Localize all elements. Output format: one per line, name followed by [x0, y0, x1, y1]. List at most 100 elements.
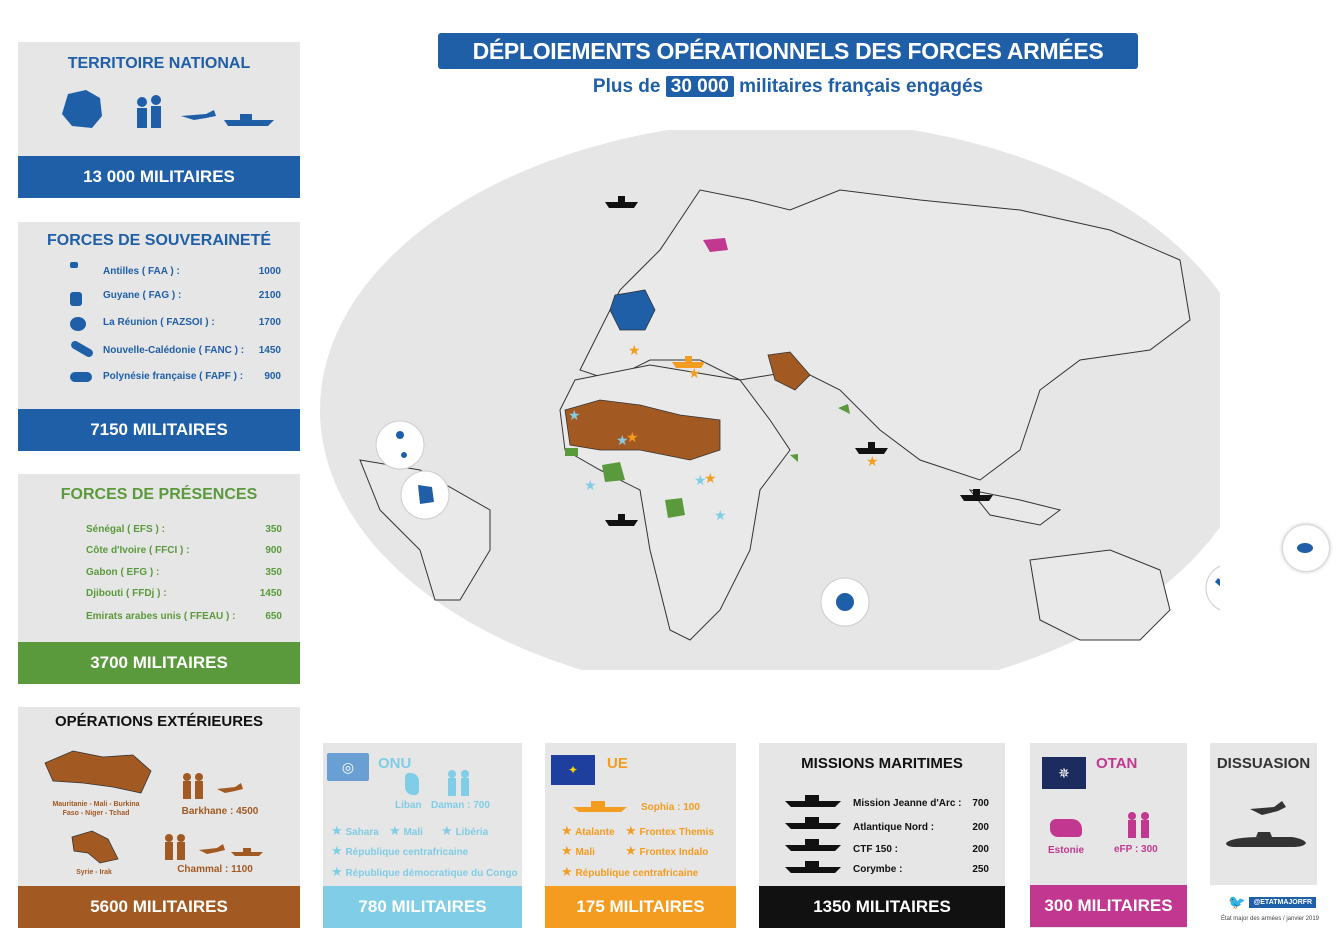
sahel-opex-zone — [564, 399, 721, 461]
nato-flag-icon: ✵ — [1042, 757, 1086, 789]
presences-row: Côte d'Ivoire ( FFCI ) :900 — [86, 545, 282, 556]
maritime-row: Mission Jeanne d'Arc :700 — [853, 798, 989, 809]
reunion-icon — [70, 317, 86, 331]
guyane-icon — [70, 292, 82, 306]
territoire-icons — [62, 90, 274, 128]
souverainete-panel: FORCES DE SOUVERAINETÉ Antilles ( FAA ) … — [18, 222, 300, 451]
subtitle-highlight: 30 000 — [665, 76, 734, 97]
sophia-label: Sophia : 100 — [641, 802, 700, 813]
onu-total: 780 MILITAIRES — [323, 886, 522, 928]
antilles-bubble — [375, 420, 425, 470]
efp-soldiers-icon — [1128, 812, 1149, 838]
caledonie-bubble — [1205, 565, 1220, 611]
onu-title: ONU — [378, 755, 412, 772]
ue-panel: ✦ UE Sophia : 100 ★ Atalante ★ Frontex T… — [545, 743, 736, 928]
daman-soldiers-icon — [448, 770, 469, 796]
frigate-icon — [224, 114, 274, 126]
credit-text: État major des armées / janvier 2019 — [1220, 916, 1320, 922]
souverainete-title: FORCES DE SOUVERAINETÉ — [46, 232, 272, 249]
ue-mission: ★ Mali — [561, 843, 595, 858]
eurasia-landmass — [579, 189, 1191, 481]
estonie-label: Estonie — [1048, 845, 1085, 856]
jet-icon — [181, 110, 216, 120]
souverainete-row: La Réunion ( FAZSOI ) :1700 — [103, 317, 281, 328]
ue-star-rca: ★ — [704, 471, 717, 487]
rafale-jet-icon — [1250, 801, 1286, 815]
estonia-map-icon — [1050, 819, 1082, 837]
ue-star-mali: ★ — [626, 430, 639, 446]
opex-total: 5600 MILITAIRES — [18, 886, 300, 928]
estonia-country — [703, 238, 728, 252]
maritime-total: 1350 MILITAIRES — [759, 886, 1005, 928]
souverainete-total: 7150 MILITAIRES — [18, 409, 300, 451]
page-subtitle: Plus de 30 000 militaires français engag… — [438, 76, 1138, 98]
presences-panel: FORCES DE PRÉSENCES Sénégal ( EFS ) :350… — [18, 474, 300, 684]
eu-flag-icon: ✦ — [551, 755, 595, 785]
ue-mission: ★ Atalante — [561, 823, 615, 838]
france-country — [609, 289, 656, 331]
ship-icon-sophia — [672, 356, 705, 368]
ue-mission: ★ République centrafricaine — [561, 864, 699, 879]
onu-star-liberia: ★ — [584, 478, 597, 494]
presences-row: Gabon ( EFG ) :350 — [86, 567, 282, 578]
uae-presence — [838, 404, 850, 414]
barkhane-label: Barkhane : 4500 — [181, 806, 259, 817]
souverainete-row: Nouvelle-Calédonie ( FANC ) :1450 — [103, 345, 281, 356]
onu-star-sahara: ★ — [568, 408, 581, 424]
dissuasion-title: DISSUASION — [1216, 755, 1311, 772]
maritime-row: Corymbe :250 — [853, 864, 989, 875]
subtitle-suffix: militaires français engagés — [739, 76, 984, 97]
senegal-presence — [565, 448, 578, 456]
territoire-title: TERRITOIRE NATIONAL — [67, 55, 251, 72]
territoire-total: 13 000 MILITAIRES — [18, 156, 300, 198]
levant-map-icon — [71, 830, 119, 864]
onu-mission: ★ Sahara — [331, 823, 379, 838]
onu-panel: ◎ ONU Liban Daman : 700 ★ Sahara ★ Mali … — [323, 743, 522, 928]
ue-star-indalo: ★ — [628, 343, 641, 359]
ship-icon-indian-ocean — [960, 489, 993, 501]
gabon-presence — [665, 498, 685, 518]
territoire-panel: TERRITOIRE NATIONAL 13 000 MILITAIRES — [18, 42, 300, 198]
levant-caption: Syrie - Irak — [76, 869, 112, 876]
liban-label: Liban — [395, 800, 422, 811]
twitter-handle-text: @ETATMAJORFR — [1249, 897, 1317, 908]
caledonie-icon — [69, 339, 95, 359]
souverainete-row: Guyane ( FAG ) :2100 — [103, 290, 281, 301]
liban-map-icon — [405, 773, 419, 795]
maritime-ships-icon — [785, 795, 841, 873]
onu-star-rca: ★ — [694, 473, 707, 489]
twitter-icon: 🐦 — [1228, 894, 1246, 910]
ue-mission: ★ Frontex Themis — [625, 823, 714, 838]
presences-row: Emirats arabes unis ( FFEAU ) :650 — [86, 611, 282, 622]
presences-row: Sénégal ( EFS ) :350 — [86, 524, 282, 535]
opex-panel: OPÉRATIONS EXTÉRIEURES Mauritanie - Mali… — [18, 707, 300, 928]
world-map: ★ ★ ★ ★ ★ ★ ★ ★ ★ ★ — [320, 130, 1220, 670]
twitter-handle[interactable]: 🐦 @ETATMAJORFR — [1228, 894, 1317, 911]
presences-row: Djibouti ( FFDj ) :1450 — [86, 588, 282, 599]
ship-icon-north-atlantic — [605, 196, 638, 208]
antilles-icon — [70, 262, 78, 268]
maritime-row: CTF 150 :200 — [853, 844, 989, 855]
ue-title: UE — [607, 755, 628, 772]
onu-mission: ★ Libéria — [441, 823, 489, 838]
onu-star-mali: ★ — [616, 433, 629, 449]
souverainete-row: Polynésie française ( FAPF ) :900 — [103, 371, 281, 382]
onu-mission: ★ République démocratique du Congo — [331, 864, 518, 879]
levant-opex-zone — [767, 351, 811, 391]
ue-star-themis: ★ — [688, 366, 701, 382]
indonesia-islands — [968, 489, 1062, 526]
soldiers-icon — [137, 95, 161, 128]
un-flag-icon: ◎ — [327, 753, 369, 781]
submarine-icon — [1226, 832, 1306, 847]
daman-label: Daman : 700 — [431, 800, 490, 811]
france-map-icon — [62, 90, 102, 128]
onu-mission: ★ République centrafricaine — [331, 843, 469, 858]
maritime-title: MISSIONS MARITIMES — [801, 755, 963, 772]
sahel-caption: Mauritanie - Mali - Burkina Faso - Niger… — [52, 801, 140, 817]
ue-star-atalante: ★ — [866, 454, 879, 470]
chammal-icons — [165, 834, 263, 860]
otan-panel: ✵ OTAN Estonie eFP : 300 300 MILITAIRES — [1030, 743, 1187, 928]
subtitle-prefix: Plus de — [592, 76, 661, 97]
efp-label: eFP : 300 — [1114, 844, 1158, 855]
ue-mission: ★ Frontex Indalo — [625, 843, 709, 858]
